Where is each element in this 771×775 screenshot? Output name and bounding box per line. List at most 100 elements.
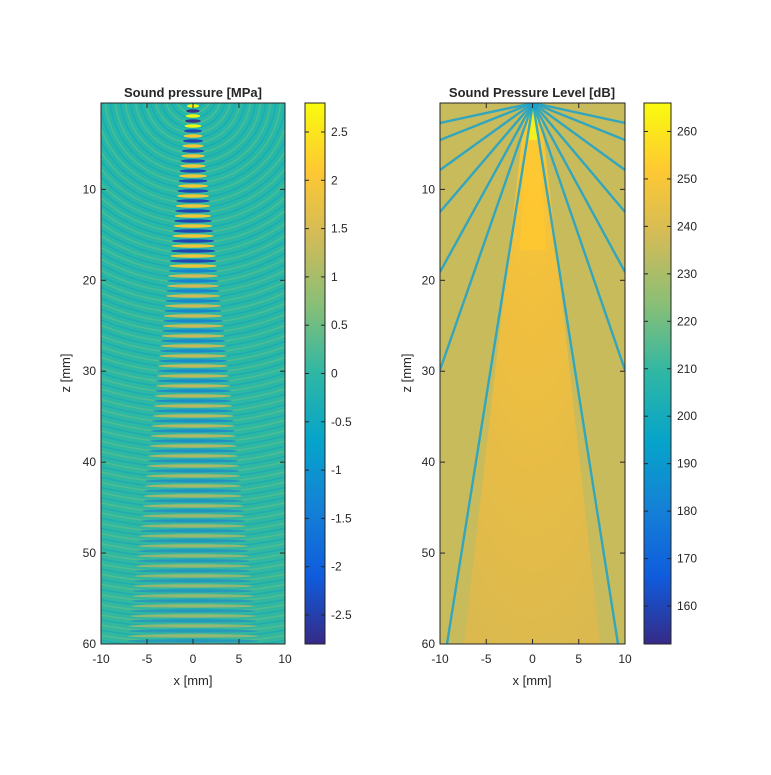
pressure-wave-ring xyxy=(101,258,285,284)
pressure-beam-stripe xyxy=(178,184,208,188)
pressure-beam-stripe xyxy=(156,379,230,383)
pressure-wave-ring xyxy=(101,614,285,624)
pressure-wave-ring xyxy=(101,542,285,554)
pressure-beam-stripe xyxy=(163,319,223,323)
pressure-wave-ring xyxy=(119,103,267,169)
pressure-wave-ring xyxy=(101,408,285,424)
pressure-beam-stripe xyxy=(160,344,226,348)
spl-colorbar-ticks: 160 170 180 190 200 210 220 230 240 250 260 xyxy=(644,124,697,613)
pressure-beam-stripe xyxy=(171,244,215,248)
spl-colorbar-tick-label: 180 xyxy=(677,504,697,518)
pressure-wave-ring xyxy=(101,403,285,419)
pressure-beam-stripe xyxy=(153,409,233,413)
pressure-wave-ring xyxy=(101,340,285,359)
pressure-beam-stripe xyxy=(154,399,232,403)
pressure-beam-stripe xyxy=(129,624,257,628)
pressure-y-tick-label: 30 xyxy=(83,364,97,378)
pressure-wave-ring xyxy=(101,491,285,504)
pressure-beam-stripe xyxy=(174,219,212,223)
pressure-colorbar-ticks: -2.5 -2 -1.5 -1 -0.5 0 0.5 1 1.5 2 2.5 xyxy=(305,125,352,622)
pressure-beam-stripe xyxy=(157,369,229,373)
pressure-beam-stripe xyxy=(159,349,227,353)
pressure-beam-stripe xyxy=(158,364,228,368)
spl-null-line xyxy=(532,103,625,142)
pressure-wave-ring xyxy=(101,139,285,199)
pressure-wave-ring xyxy=(101,547,285,559)
pressure-colorbar-tick-label: -2.5 xyxy=(331,608,352,622)
spl-null-line xyxy=(531,103,625,273)
spl-colorbar xyxy=(643,102,672,645)
pressure-wave-ring xyxy=(149,103,237,139)
pressure-wave-ring xyxy=(101,624,285,634)
pressure-beam-stripe xyxy=(138,544,248,548)
pressure-beam-stripe xyxy=(165,299,221,303)
pressure-beam-stripe xyxy=(171,239,215,243)
pressure-wave-ring xyxy=(101,252,285,279)
pressure-beam-stripe xyxy=(150,434,236,438)
pressure-beam-stripe xyxy=(146,469,240,473)
pressure-wave-ring xyxy=(101,568,285,579)
pressure-panel: Sound pressure [MPa] -10 -5 0 5 101020304050… xyxy=(58,85,352,688)
pressure-beam-stripe xyxy=(139,534,247,538)
pressure-wave-ring xyxy=(101,324,285,344)
pressure-wave-ring xyxy=(101,196,285,234)
pressure-wave-ring xyxy=(101,419,285,434)
spl-x-tick-label: -10 xyxy=(431,652,449,666)
pressure-beam-stripe xyxy=(130,614,256,618)
pressure-wave-ring xyxy=(101,356,285,374)
pressure-beam-stripe xyxy=(134,579,252,583)
spl-null-line xyxy=(532,103,625,171)
pressure-beam-stripe xyxy=(136,559,250,563)
spl-null-line xyxy=(440,103,535,273)
pressure-wave-ring xyxy=(101,216,285,249)
pressure-beam-stripe xyxy=(168,274,218,278)
pressure-axis-ticks: -10 -5 0 5 10 10 20 30 40 50 60 xyxy=(83,103,292,666)
pressure-beam-stripe xyxy=(132,594,254,598)
pressure-wave-ring xyxy=(101,351,285,369)
pressure-beam-stripe xyxy=(176,199,210,203)
pressure-wave-ring xyxy=(101,263,285,289)
pressure-wave-ring xyxy=(101,501,285,514)
pressure-wave-ring xyxy=(101,126,285,194)
spl-y-tick-label: 10 xyxy=(422,182,436,196)
pressure-wave-ring xyxy=(101,335,285,354)
pressure-beam-stripe xyxy=(138,539,248,543)
pressure-beam-stripe xyxy=(173,229,213,233)
pressure-beam-stripe xyxy=(186,109,200,113)
pressure-wave-ring xyxy=(101,532,285,544)
pressure-beam-stripe xyxy=(144,484,242,488)
pressure-wave-ring xyxy=(101,414,285,429)
spl-null-line xyxy=(531,103,620,644)
pressure-beam-stripe xyxy=(184,124,202,128)
pressure-beam-stripe xyxy=(181,149,205,153)
pressure-beam-stripe xyxy=(149,439,237,443)
pressure-y-tick-label: 60 xyxy=(83,637,97,651)
pressure-beam-stripe xyxy=(183,134,203,138)
pressure-wave-ring xyxy=(124,103,262,164)
pressure-beam-stripe xyxy=(140,524,246,528)
pressure-beam-stripe xyxy=(152,414,234,418)
pressure-wave-ring xyxy=(101,583,285,594)
pressure-wave-ring xyxy=(101,361,285,379)
pressure-wave-ring xyxy=(101,209,285,244)
spl-colorbar-tick-label: 240 xyxy=(677,219,697,233)
pressure-y-tick-label: 20 xyxy=(83,273,97,287)
pressure-beam-stripe xyxy=(181,154,205,158)
pressure-wave-ring xyxy=(101,318,285,339)
pressure-x-tick-label: 0 xyxy=(190,652,197,666)
pressure-wave-ring xyxy=(101,470,285,484)
pressure-wave-ring xyxy=(101,189,285,229)
pressure-wave-ring xyxy=(101,603,285,614)
pressure-beam-stripe xyxy=(136,554,250,558)
spl-x-tick-label: 10 xyxy=(618,652,632,666)
pressure-wave-ring xyxy=(139,103,247,149)
pressure-y-label: z [mm] xyxy=(58,354,73,393)
pressure-beam-stripe xyxy=(155,384,231,388)
pressure-beam-stripe xyxy=(183,139,203,143)
pressure-beam-stripe xyxy=(151,419,235,423)
pressure-wave-ring xyxy=(170,103,216,119)
pressure-beam-stripe xyxy=(168,269,218,273)
pressure-beam-stripe xyxy=(139,529,247,533)
pressure-wave-ring xyxy=(101,228,285,259)
pressure-beam-stripe xyxy=(148,449,238,453)
